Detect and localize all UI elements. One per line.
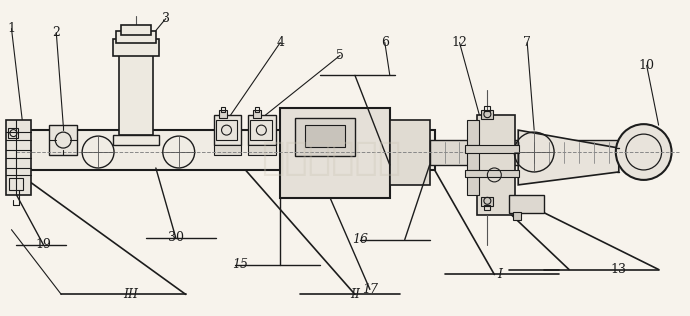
Bar — [466, 170, 520, 177]
Bar — [467, 120, 480, 145]
Bar — [390, 120, 430, 185]
Bar — [214, 115, 242, 145]
Bar — [280, 108, 390, 198]
Text: 17: 17 — [362, 283, 378, 296]
Bar — [248, 145, 276, 155]
Bar — [466, 145, 520, 153]
Bar — [215, 120, 237, 140]
Bar — [221, 107, 224, 112]
Text: 3: 3 — [161, 12, 170, 25]
Bar — [250, 120, 273, 140]
Bar — [10, 178, 23, 190]
Text: 10: 10 — [639, 59, 655, 72]
Text: 19: 19 — [35, 238, 51, 251]
Text: 1: 1 — [8, 22, 15, 35]
Text: II: II — [350, 288, 360, 301]
Text: 4: 4 — [276, 36, 284, 49]
Bar — [484, 106, 491, 111]
Bar — [484, 205, 491, 210]
Text: 15: 15 — [233, 258, 248, 271]
Bar — [482, 110, 493, 119]
Bar — [248, 115, 276, 145]
Circle shape — [615, 124, 671, 180]
Bar — [467, 152, 480, 170]
Bar — [482, 197, 493, 206]
Bar — [513, 212, 521, 220]
Polygon shape — [518, 130, 619, 185]
Bar — [214, 145, 242, 155]
Bar — [6, 120, 31, 195]
Text: 12: 12 — [451, 36, 467, 49]
Bar — [116, 31, 156, 43]
Bar — [49, 125, 77, 155]
Text: III: III — [124, 288, 139, 301]
Text: 30: 30 — [168, 231, 184, 244]
Bar — [295, 118, 355, 156]
Bar — [305, 125, 345, 147]
Bar — [121, 25, 151, 34]
Text: 13: 13 — [611, 263, 627, 276]
Bar — [8, 128, 19, 138]
Bar — [253, 110, 262, 118]
Text: 5: 5 — [336, 49, 344, 62]
Bar — [430, 140, 624, 165]
Bar — [467, 175, 480, 195]
Bar — [113, 39, 159, 57]
Text: 7: 7 — [523, 36, 531, 49]
Bar — [17, 130, 435, 170]
Text: 2: 2 — [52, 26, 60, 39]
Text: 渝箱器机机械: 渝箱器机机械 — [261, 139, 402, 177]
Bar — [477, 115, 515, 215]
Text: 6: 6 — [381, 36, 389, 49]
Text: I: I — [497, 268, 502, 281]
Bar — [119, 55, 153, 135]
Text: 16: 16 — [352, 233, 368, 246]
Bar — [509, 195, 544, 213]
Bar — [219, 110, 226, 118]
Bar — [255, 107, 259, 112]
Bar — [113, 135, 159, 145]
